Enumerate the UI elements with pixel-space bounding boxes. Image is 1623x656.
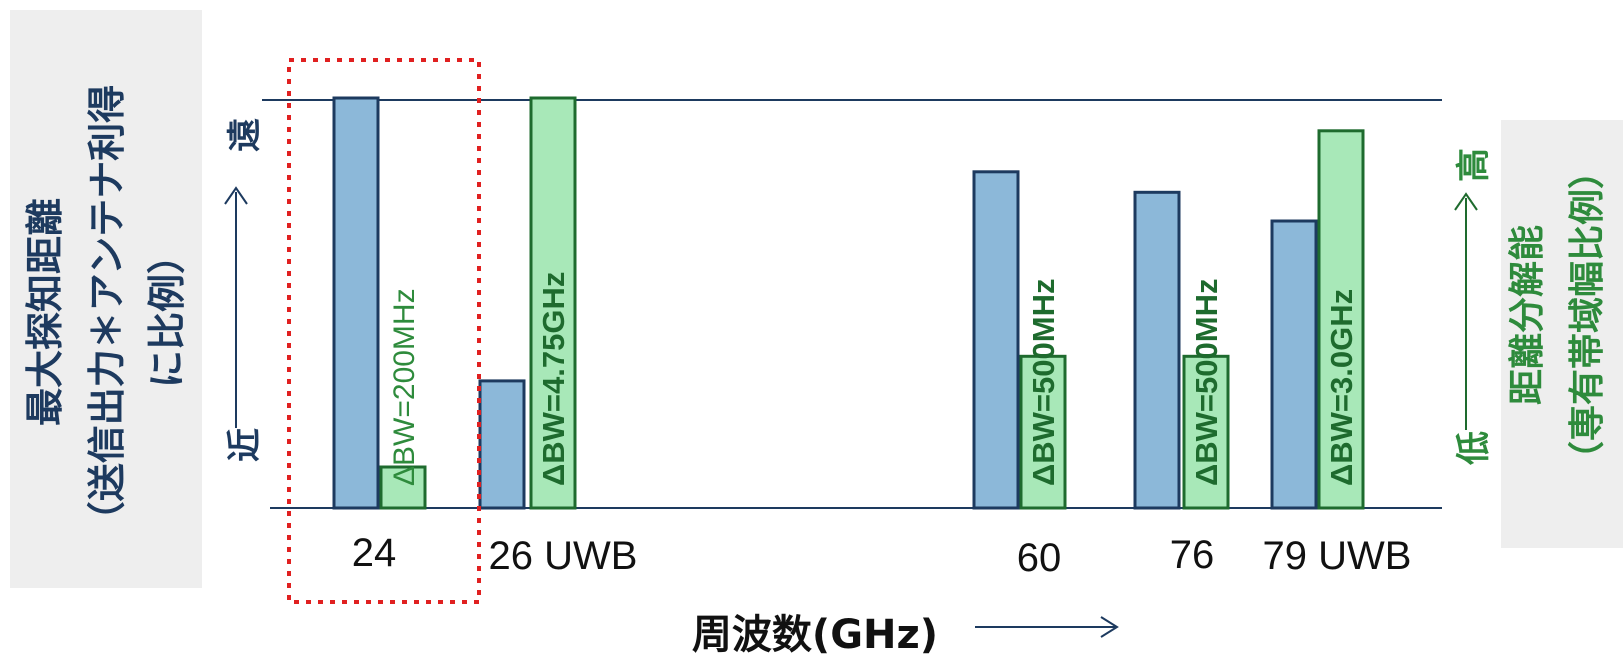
bars-layer: ΔBW=200MHz ΔBW=4.75GHz ΔBW=500MHz ΔBW=500MH…: [332, 96, 1365, 510]
tick-label-2: 60: [1017, 536, 1062, 580]
tick-label-4: 79 UWB: [1263, 534, 1412, 578]
right-axis-indicator: 高 低: [1454, 148, 1494, 465]
bar-distance-3: [1133, 190, 1181, 510]
left-axis-title: 最大探知距離 （送信出力＊アンテナ利得 に比例）: [23, 85, 189, 539]
bar-distance-2: [972, 170, 1020, 510]
left-axis-panel: [10, 10, 202, 588]
bar-resolution-3: [1182, 354, 1230, 510]
left-axis-title-line-1: 最大探知距離: [23, 198, 67, 426]
bar-label-4: ΔBW=3.0GHz: [1324, 289, 1359, 486]
bar-distance-1: [478, 379, 526, 510]
bar-distance-4: [1270, 219, 1318, 510]
tick-label-1: 26 UWB: [489, 534, 638, 578]
bar-resolution-1: [529, 96, 577, 510]
bar-label-2: ΔBW=500MHz: [1026, 279, 1061, 486]
highlight-box: [287, 58, 481, 604]
left-axis-arrow-head: [224, 186, 248, 205]
bar-label-1: ΔBW=4.75GHz: [536, 272, 571, 486]
bar-label-3: ΔBW=500MHz: [1189, 279, 1224, 486]
bar-distance-0: [332, 96, 380, 510]
bar-label-0: ΔBW=200MHz: [388, 288, 421, 486]
bar-resolution-4: [1317, 129, 1365, 510]
right-axis-title: 距離分解能 （専有帯域幅比例）: [1507, 153, 1608, 477]
tick-label-0: 24: [352, 531, 397, 575]
bar-resolution-2: [1019, 354, 1067, 510]
tick-labels: 24 26 UWB 60 76 79 UWB: [352, 531, 1412, 580]
right-axis-arrow-head: [1454, 192, 1478, 211]
bar-resolution-0: [379, 465, 427, 510]
right-axis-title-line-2: （専有帯域幅比例）: [1567, 153, 1608, 477]
tick-label-3: 76: [1170, 533, 1215, 577]
right-axis-high-label: 高: [1454, 148, 1494, 182]
right-axis-low-label: 低: [1454, 431, 1494, 465]
left-axis-near-label: 近: [225, 428, 265, 462]
right-axis-panel: [1501, 120, 1623, 548]
left-axis-title-line-2: （送信出力＊アンテナ利得: [85, 85, 129, 539]
left-axis-far-label: 遠: [225, 118, 265, 152]
left-axis-title-line-3: に比例）: [145, 236, 189, 388]
left-axis-indicator: 遠 近: [224, 118, 265, 462]
x-axis-arrow-head: [1100, 616, 1119, 638]
right-axis-title-line-1: 距離分解能: [1507, 225, 1548, 405]
x-axis-title: 周波数(GHz): [692, 612, 938, 656]
